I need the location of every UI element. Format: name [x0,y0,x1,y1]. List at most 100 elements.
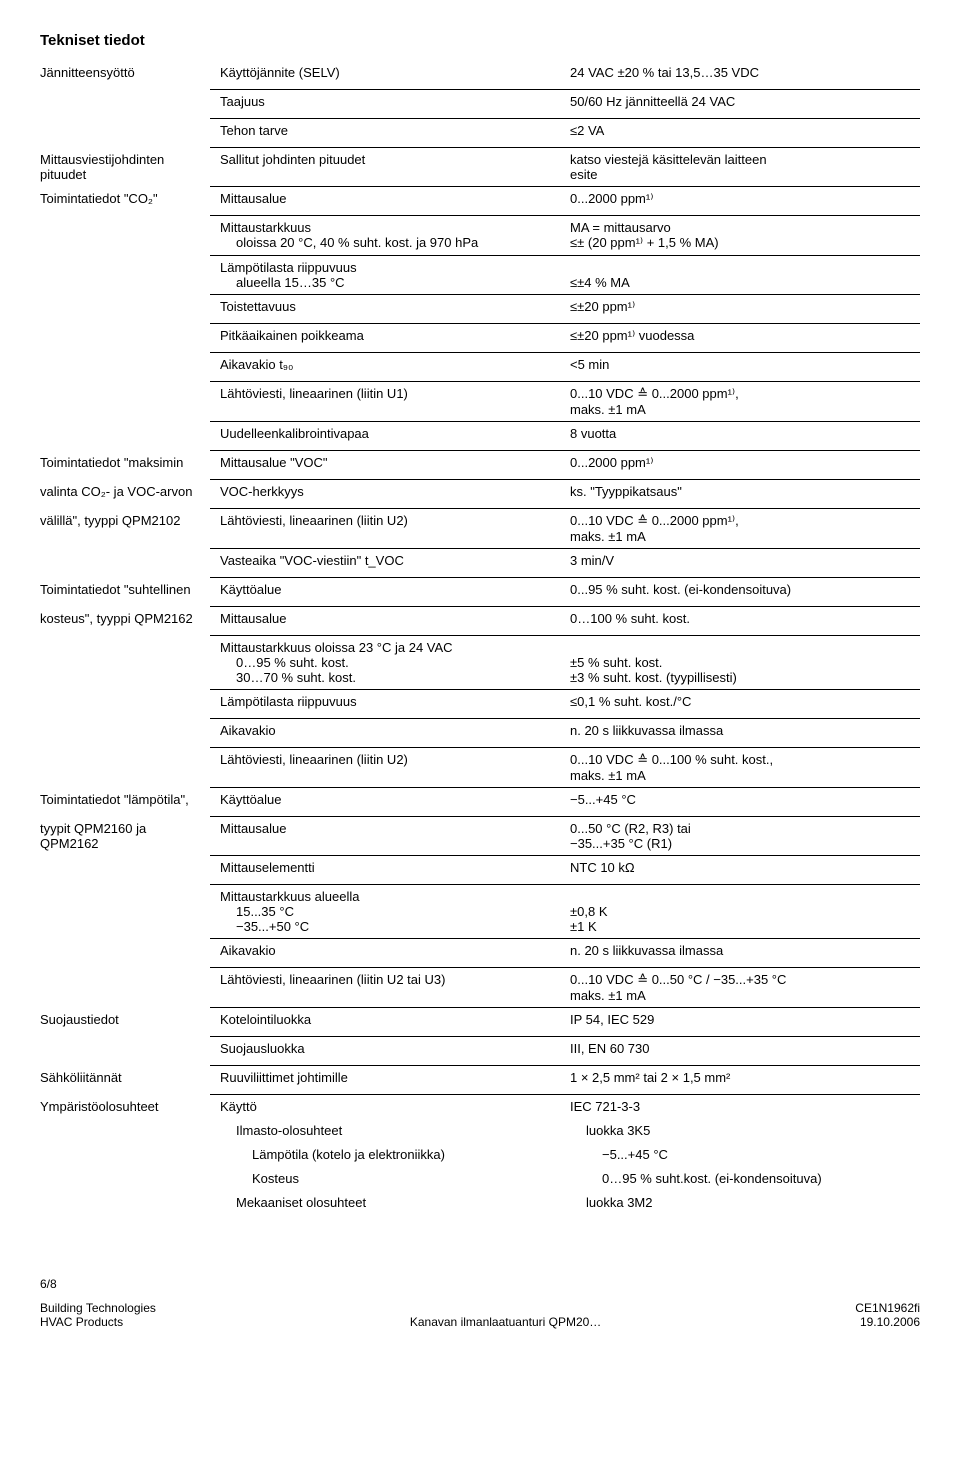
value: 0…95 % suht.kost. (ei-kondensoituva) [602,1171,920,1186]
section-label-line: välillä", tyyppi QPM2102 [40,513,210,528]
section-label-line: Mittausviestijohdinten [40,152,210,167]
value: ±0,8 K ±1 K [570,889,920,934]
param: Uudelleenkalibrointivapaa [220,426,570,441]
param: Mittauselementti [220,860,570,875]
value: 0...2000 ppm¹⁾ [570,191,920,207]
value-line: 0...10 VDC ≙ 0...50 °C / −35...+35 °C [570,972,920,988]
value-line: maks. ±1 mA [570,529,920,544]
value-line: 0...10 VDC ≙ 0...100 % suht. kost., [570,752,920,768]
param: Käyttö [220,1099,570,1114]
value-line: ±1 K [570,919,920,934]
value-line: maks. ±1 mA [570,768,920,783]
section-label: Suojaustiedot [40,1012,220,1027]
section-label-line: Toimintatiedot "maksimin [40,455,210,470]
param: Lähtöviesti, lineaarinen (liitin U2) [220,752,570,767]
param-line: Lämpötilasta riippuvuus [220,260,560,275]
value: 24 VAC ±20 % tai 13,5…35 VDC [570,65,920,80]
value-line: ±3 % suht. kost. (tyypillisesti) [570,670,920,685]
value: 0...95 % suht. kost. (ei-kondensoituva) [570,582,920,597]
value: 0...10 VDC ≙ 0...100 % suht. kost., maks… [570,752,920,783]
value: n. 20 s liikkuvassa ilmassa [570,723,920,738]
value-line: ≤±4 % MA [570,275,920,290]
param: Aikavakio [220,943,570,958]
param: Ruuviliittimet johtimille [220,1070,570,1085]
param: Aikavakio t₉₀ [220,357,570,372]
value: III, EN 60 730 [570,1041,920,1056]
param: Vasteaika "VOC-viestiin" t_VOC [220,553,570,568]
value: katso viestejä käsittelevän laitteen esi… [570,152,920,182]
param-line: alueella 15…35 °C [220,275,560,290]
value-line: 0...10 VDC ≙ 0...2000 ppm¹⁾, [570,513,920,529]
param: Käyttöalue [220,792,570,807]
section-label: Ympäristöolosuhteet [40,1099,220,1114]
param-line: 0…95 % suht. kost. [220,655,560,670]
section-label-line: QPM2162 [40,836,210,851]
value: ≤±20 ppm¹⁾ vuodessa [570,328,920,344]
value: −5...+45 °C [602,1147,920,1162]
value: ±5 % suht. kost. ±3 % suht. kost. (tyypi… [570,640,920,685]
param: Mittausalue "VOC" [220,455,570,470]
param: Mittausalue [220,611,570,626]
param: Ilmasto-olosuhteet [220,1123,586,1138]
section-label: Sähköliitännät [40,1070,220,1085]
param: Mittaustarkkuus oloissa 23 °C ja 24 VAC … [220,640,570,685]
param-line: 30…70 % suht. kost. [220,670,560,685]
value-line: katso viestejä käsittelevän laitteen [570,152,920,167]
section-label-line: tyypit QPM2160 ja [40,821,210,836]
param: Lämpötilasta riippuvuus [220,694,570,709]
param: Kotelointiluokka [220,1012,570,1027]
param: Aikavakio [220,723,570,738]
param: Lähtöviesti, lineaarinen (liitin U1) [220,386,570,401]
param: Lähtöviesti, lineaarinen (liitin U2) [220,513,570,528]
section-label: Toimintatiedot "maksimin [40,455,220,470]
value: ≤0,1 % suht. kost./°C [570,694,920,709]
section-label-line: kosteus", tyyppi QPM2162 [40,611,210,626]
param: Sallitut johdinten pituudet [220,152,570,167]
section-label: Toimintatiedot "suhtellinen [40,582,220,597]
section-label-line: pituudet [40,167,210,182]
value-line: ±5 % suht. kost. [570,655,920,670]
value: 0...2000 ppm¹⁾ [570,455,920,471]
param: Käyttöjännite (SELV) [220,65,570,80]
param: Mittaustarkkuus oloissa 20 °C, 40 % suht… [220,220,570,250]
value: luokka 3M2 [586,1195,920,1210]
footer-center: Kanavan ilmanlaatuanturi QPM20… [410,1315,601,1329]
value: 0...10 VDC ≙ 0...2000 ppm¹⁾, maks. ±1 mA [570,513,920,544]
value-line: 0...50 °C (R2, R3) tai [570,821,920,836]
page-footer: 6/8 Building Technologies HVAC Products … [40,1277,920,1329]
footer-left: Building Technologies [40,1301,156,1315]
section-label-line: Toimintatiedot "suhtellinen [40,582,210,597]
section-label-line: Toimintatiedot "lämpötila", [40,792,210,807]
param: Lähtöviesti, lineaarinen (liitin U2 tai … [220,972,570,987]
param: Mittaustarkkuus alueella 15...35 °C −35.… [220,889,570,934]
param: Pitkäaikainen poikkeama [220,328,570,343]
value-line: esite [570,167,920,182]
value: 3 min/V [570,553,920,568]
section-label: tyypit QPM2160 ja QPM2162 [40,821,220,851]
param: Tehon tarve [220,123,570,138]
value-line: 0...10 VDC ≙ 0...2000 ppm¹⁾, [570,386,920,402]
param: Käyttöalue [220,582,570,597]
value-line: −35...+35 °C (R1) [570,836,920,851]
footer-right: 19.10.2006 [855,1315,920,1329]
section-label: välillä", tyyppi QPM2102 [40,513,220,528]
section-label-line: valinta CO₂- ja VOC-arvon [40,484,210,499]
param: Toistettavuus [220,299,570,314]
section-label: Toimintatiedot "CO₂" [40,191,220,206]
param-line: Mittaustarkkuus alueella [220,889,560,904]
value: ≤±20 ppm¹⁾ [570,299,920,315]
value: IEC 721-3-3 [570,1099,920,1114]
param: VOC-herkkyys [220,484,570,499]
value: 8 vuotta [570,426,920,441]
value-line: ±0,8 K [570,904,920,919]
param: Suojausluokka [220,1041,570,1056]
footer-right: CE1N1962fi [855,1301,920,1315]
value-line: ≤± (20 ppm¹⁾ + 1,5 % MA) [570,235,920,251]
param-line: −35...+50 °C [220,919,560,934]
param-line: oloissa 20 °C, 40 % suht. kost. ja 970 h… [220,235,560,250]
value: IP 54, IEC 529 [570,1012,920,1027]
value: 1 × 2,5 mm² tai 2 × 1,5 mm² [570,1070,920,1085]
footer-page-number: 6/8 [40,1277,156,1291]
section-label: Mittausviestijohdinten pituudet [40,152,220,182]
param-line: Mittaustarkkuus [220,220,560,235]
